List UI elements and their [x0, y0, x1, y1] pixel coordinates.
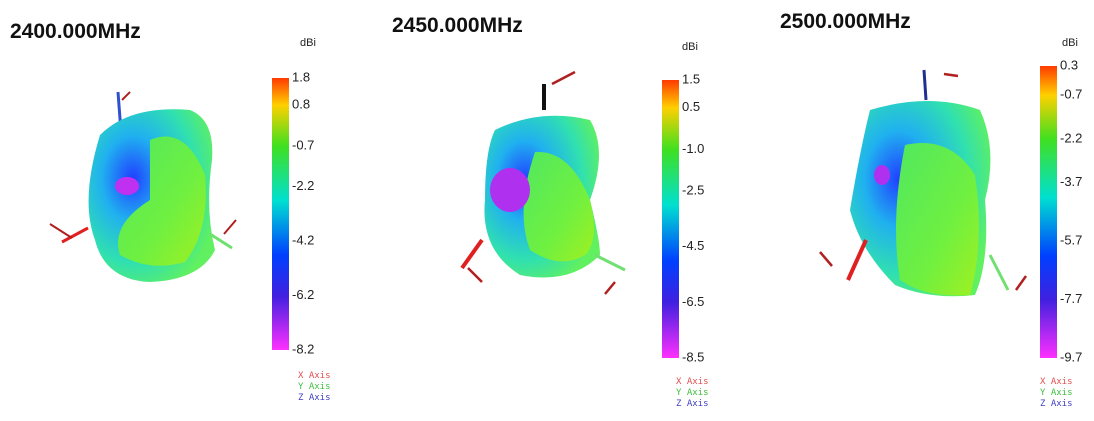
axis-legend: X Axis: [1040, 377, 1073, 387]
axis-legend: Y Axis: [1040, 388, 1073, 398]
colorbar-tick-label: -8.5: [682, 349, 704, 364]
colorbar-tick-label: -4.2: [292, 233, 314, 248]
colorbar-tick-label: -2.2: [1060, 130, 1082, 145]
colorbar-tick-label: -8.2: [292, 341, 314, 356]
colorbar-tick-label: 0.3: [1060, 57, 1078, 72]
colorbar-tick-label: 1.8: [292, 69, 310, 84]
axis-legend: X Axis: [298, 371, 331, 381]
colorbar-unit: dBi: [300, 37, 316, 49]
colorbar-tick-label: -1.0: [682, 141, 704, 156]
colorbar-tick-label: -6.2: [292, 287, 314, 302]
panel-title: 2400.000MHz: [10, 20, 141, 43]
colorbar: [662, 80, 679, 358]
radiation-pattern: [819, 69, 1028, 297]
colorbar-tick-label: -2.2: [292, 178, 314, 193]
axis-legend: X Axis: [676, 377, 709, 387]
colorbar-tick-label: 0.8: [292, 97, 310, 112]
axis-legend: Z Axis: [1040, 399, 1073, 409]
panel-title: 2450.000MHz: [392, 14, 523, 37]
colorbar-tick-label: -6.5: [682, 294, 704, 309]
colorbar: [1040, 66, 1057, 358]
colorbar-tick-label: 0.5: [682, 99, 700, 114]
colorbar-tick-label: -4.5: [682, 238, 704, 253]
colorbar-tick-label: -7.7: [1060, 291, 1082, 306]
axis-legend: Z Axis: [298, 393, 331, 403]
axis-legend: Z Axis: [676, 399, 709, 409]
colorbar-unit: dBi: [682, 41, 698, 53]
axis-legend: Y Axis: [676, 388, 709, 398]
colorbar-tick-label: -5.7: [1060, 233, 1082, 248]
radiation-pattern: [49, 91, 237, 283]
colorbar-tick-label: -0.7: [292, 137, 314, 152]
radiation-pattern: [460, 70, 626, 295]
axis-legend: Y Axis: [298, 382, 331, 392]
colorbar-tick-label: -3.7: [1060, 174, 1082, 189]
panel-title: 2500.000MHz: [780, 10, 911, 33]
colorbar-unit: dBi: [1062, 37, 1078, 49]
colorbar-tick-label: -9.7: [1060, 349, 1082, 364]
colorbar-tick-label: -0.7: [1060, 87, 1082, 102]
colorbar-tick-label: 1.5: [682, 71, 700, 86]
colorbar: [272, 78, 289, 350]
colorbar-tick-label: -2.5: [682, 183, 704, 198]
